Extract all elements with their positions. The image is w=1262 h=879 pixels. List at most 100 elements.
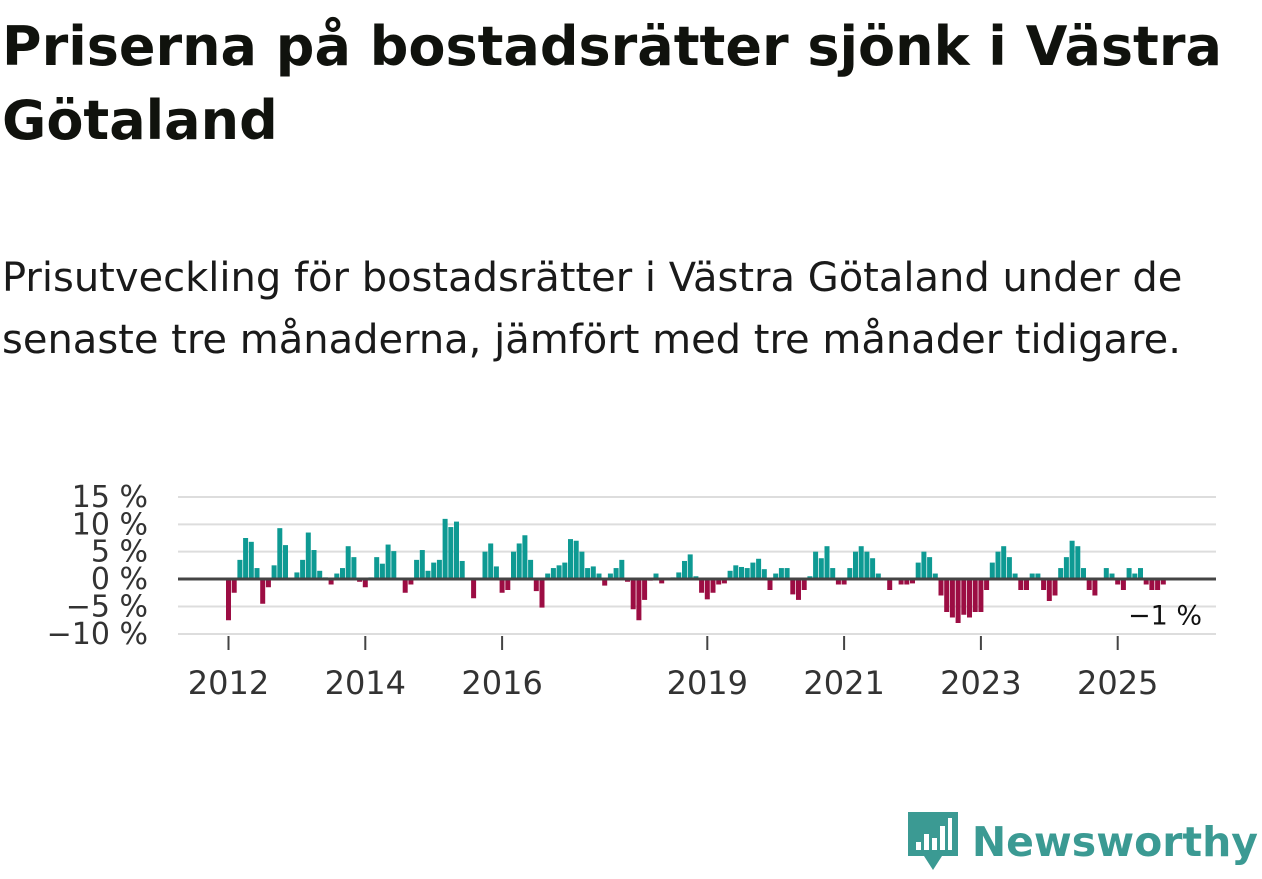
bar: [1063, 557, 1069, 579]
bar: [1058, 568, 1064, 579]
bar: [767, 579, 773, 590]
bar: [499, 579, 505, 593]
bar: [459, 560, 465, 579]
bar: [978, 579, 984, 612]
bar: [1035, 573, 1041, 579]
bar: [1138, 568, 1143, 579]
chart-title: Priserna på bostadsrätter sjönk i Västra…: [2, 15, 1222, 152]
bar: [659, 579, 665, 584]
bar: [243, 538, 249, 579]
y-tick-label: 5 %: [91, 535, 148, 570]
bar: [818, 558, 824, 579]
bar: [1143, 579, 1149, 585]
bar: [545, 573, 551, 579]
bar: [425, 570, 431, 579]
bar: [607, 573, 613, 579]
axis-layer: 15 %10 %5 %0 %−5 %−10 % 2012 2014 2016 2019 2…: [47, 480, 1216, 702]
bar: [528, 559, 534, 579]
bar: [294, 572, 300, 579]
bar: [482, 551, 488, 579]
bar: [1001, 546, 1007, 579]
bar: [898, 579, 904, 585]
bar: [932, 573, 938, 579]
bar: [260, 579, 266, 604]
bar: [562, 562, 568, 579]
bar: [927, 557, 933, 579]
bar: [522, 535, 528, 579]
bar: [408, 579, 414, 585]
y-tick-label: 10 %: [72, 507, 148, 542]
y-tick-label: −10 %: [47, 617, 148, 652]
bar: [1126, 568, 1132, 579]
bar: [431, 562, 437, 579]
y-tick-label: 15 %: [72, 480, 148, 515]
bar: [790, 579, 796, 595]
bar: [374, 557, 380, 579]
bar: [602, 579, 608, 586]
bar: [750, 562, 756, 579]
bar: [949, 579, 955, 618]
bar: [910, 579, 915, 584]
bar: [984, 579, 990, 590]
y-tick-label: −5 %: [66, 590, 148, 625]
bar: [682, 560, 687, 579]
bar: [824, 546, 830, 579]
bar: [961, 579, 967, 615]
bar: [505, 579, 511, 590]
bar: [676, 572, 682, 579]
bar: [796, 579, 801, 600]
bar: [590, 566, 596, 579]
chart-subtitle: Prisutveckling för bostadsrätter i Västr…: [2, 255, 1183, 363]
bar: [801, 579, 807, 590]
bar: [1132, 573, 1138, 579]
bar: [710, 579, 716, 593]
bar: [972, 579, 978, 612]
x-tick-label: 2025: [1077, 664, 1158, 702]
bar: [921, 551, 927, 579]
bar: [248, 541, 254, 579]
bar: [1012, 573, 1018, 579]
bar: [226, 579, 231, 621]
brand-name: Newsworthy: [971, 818, 1258, 866]
grid-layer: [178, 496, 1216, 635]
bar: [493, 566, 499, 579]
bar: [1024, 579, 1029, 590]
newsworthy-logo-icon: [907, 812, 958, 870]
bar: [1149, 579, 1155, 590]
bar: [568, 539, 573, 579]
bar: [1160, 579, 1166, 585]
bar: [340, 568, 345, 579]
bar: [835, 579, 841, 585]
bar: [1120, 579, 1126, 590]
bar-chart: 15 %10 %5 %0 %−5 %−10 % 2012 2014 2016 2019 2…: [47, 480, 1216, 702]
bar: [733, 565, 739, 579]
bar: [1006, 557, 1012, 579]
bar: [944, 579, 950, 612]
bar: [237, 559, 243, 579]
bar: [1115, 579, 1121, 585]
bar: [311, 550, 317, 579]
bar: [967, 579, 972, 618]
bar: [448, 527, 454, 579]
bar: [1109, 573, 1115, 579]
bar: [778, 568, 784, 579]
bar: [847, 568, 853, 579]
bar: [442, 518, 448, 579]
bar: [488, 543, 494, 579]
bar: [915, 562, 921, 579]
bar: [864, 551, 870, 579]
bar: [379, 563, 385, 579]
bar: [385, 544, 391, 579]
bar: [328, 579, 334, 585]
bar: [579, 551, 585, 579]
bar: [471, 579, 477, 599]
bar: [300, 559, 306, 579]
x-tick-label: 2023: [940, 664, 1021, 702]
bar: [721, 579, 727, 584]
bar: [1029, 573, 1035, 579]
bar: [630, 579, 636, 610]
bar: [277, 528, 283, 579]
x-tick-label: 2019: [667, 664, 748, 702]
bar: [414, 559, 420, 579]
bar: [334, 573, 340, 579]
